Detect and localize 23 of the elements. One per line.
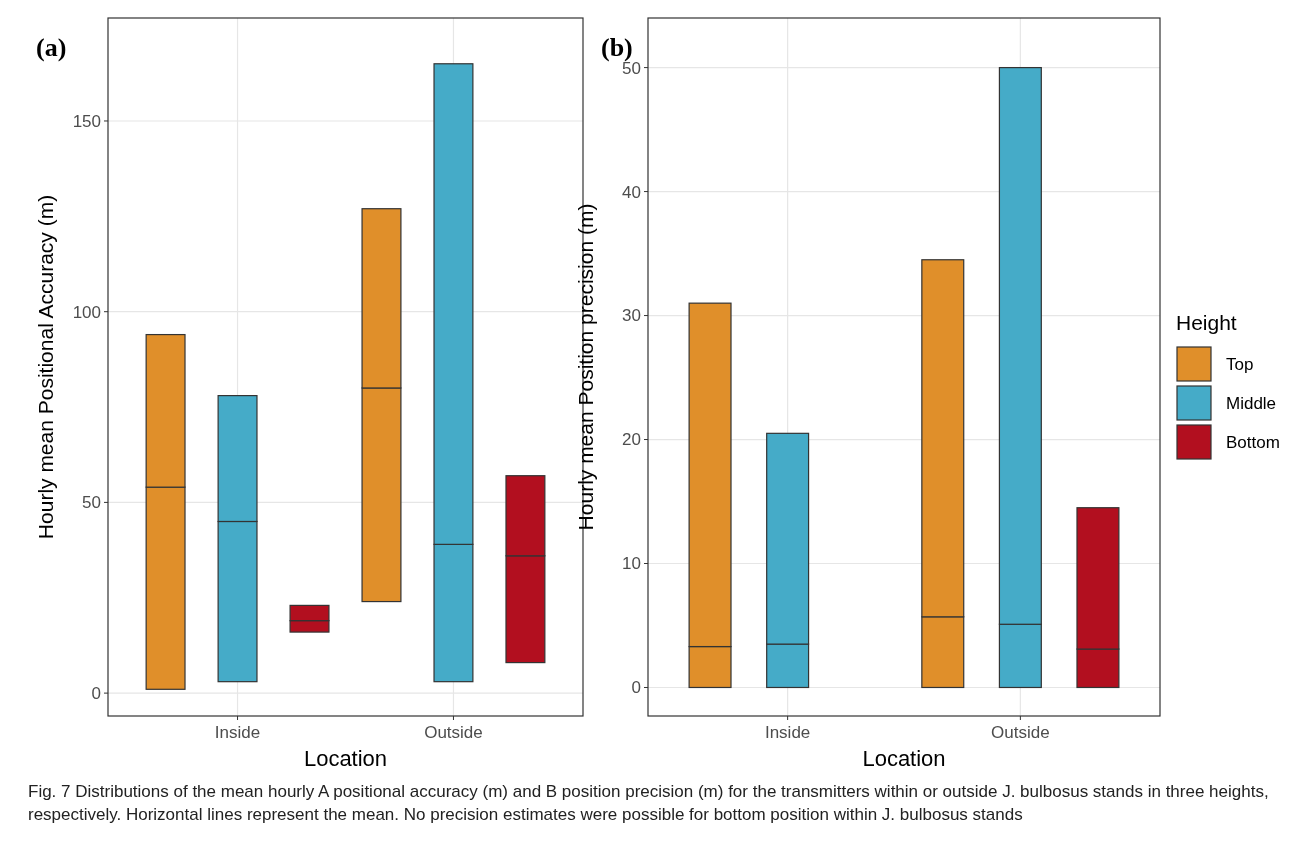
x-axis-title: Location xyxy=(862,746,946,771)
caption: Fig. 7 Distributions of the mean hourly A positional accuracy (m) and B position precision (m) for the transmitters within or outside J. bulbosus stands in three heights, respectively. Horizontal lines represent the mean. No precision estimates were possible for bottom position within J. bulbosus stands xyxy=(28,781,1270,826)
legend-label: Middle xyxy=(1226,393,1277,413)
y-axis-title: Hourly mean Positional Accuracy (m) xyxy=(34,194,57,540)
y-tick-label: 100 xyxy=(72,302,101,322)
y-tick-label: 40 xyxy=(622,182,641,202)
x-tick-label: Outside xyxy=(424,723,483,742)
y-tick-label: 0 xyxy=(91,684,101,704)
y-axis-title: Hourly mean Position precision (m) xyxy=(574,203,597,531)
legend-title: Height xyxy=(1176,311,1237,334)
x-tick-label: Inside xyxy=(764,723,811,742)
y-tick-label: 10 xyxy=(622,554,641,574)
x-axis-title: Location xyxy=(303,746,388,771)
y-tick-label: 150 xyxy=(72,111,101,131)
y-tick-label: 0 xyxy=(631,678,641,698)
x-tick-label: Inside xyxy=(214,723,261,742)
y-tick-label: 30 xyxy=(622,306,641,326)
y-tick-label: 50 xyxy=(82,493,101,513)
x-tick-label: Outside xyxy=(991,723,1050,742)
legend-label: Bottom xyxy=(1226,432,1280,452)
y-tick-label: 20 xyxy=(622,430,641,450)
text: (a) xyxy=(36,33,67,62)
legend-label: Top xyxy=(1226,354,1254,374)
